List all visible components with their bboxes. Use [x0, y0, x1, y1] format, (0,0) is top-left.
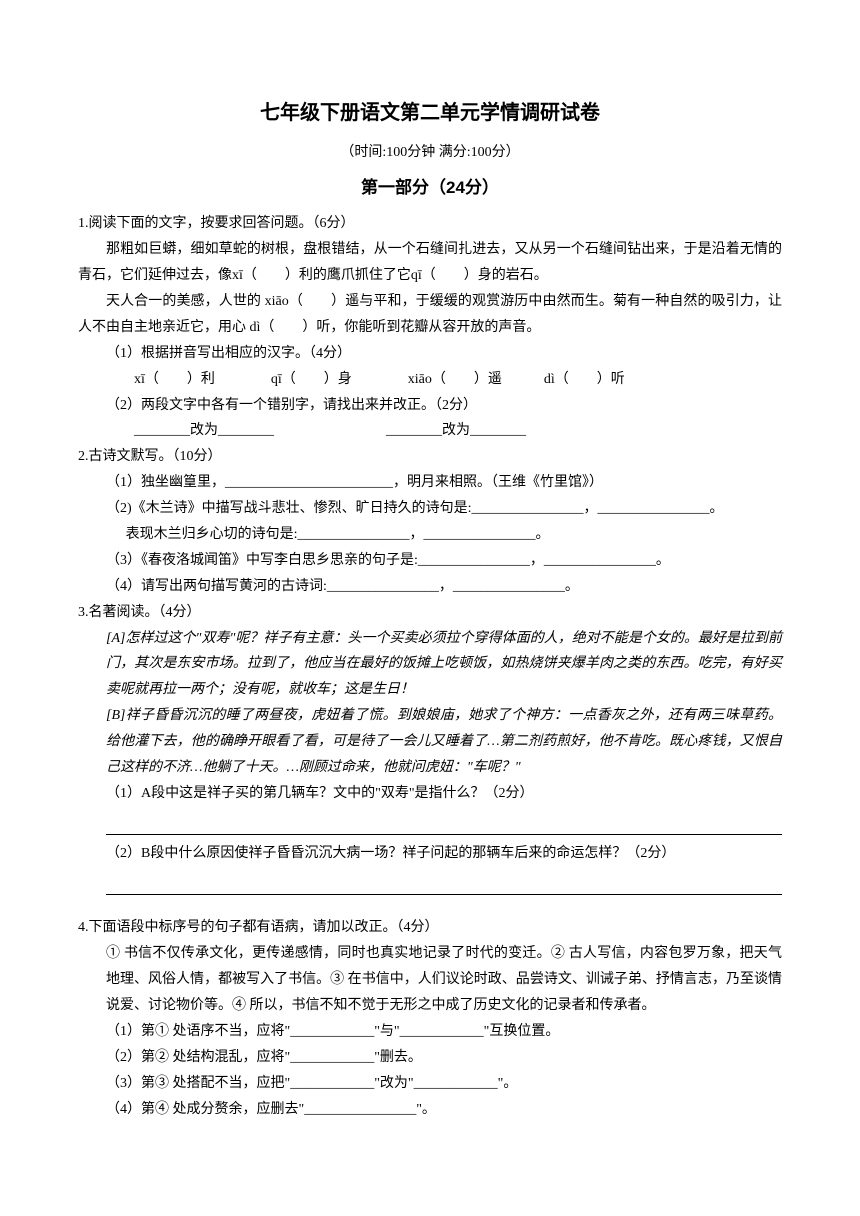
q2-s1: （1）独坐幽篁里，________________________，明月来相照。…: [78, 470, 782, 496]
q1-stem: 1.阅读下面的文字，按要求回答问题。（6分）: [78, 211, 782, 237]
q1-sub2: （2）两段文字中各有一个错别字，请找出来并改正。（2分）: [78, 393, 782, 419]
answer-line: [106, 873, 782, 895]
q2-s3: （3）《春夜洛城闻笛》中写李白思乡思亲的句子是:________________…: [78, 548, 782, 574]
spacer: [78, 901, 782, 915]
q1-paragraph-2: 天人合一的美感，人世的 xiāo（ ）遥与平和，于缓缓的观赏游历中由然而生。菊有…: [78, 289, 782, 341]
q1-paragraph-1: 那粗如巨蟒，细如草蛇的树根，盘根错结，从一个石缝间扎进去，又从另一个石缝间钻出来…: [78, 237, 782, 289]
q4-stem: 4.下面语段中标序号的句子都有语病，请加以改正。（4分）: [78, 915, 782, 941]
q1-blanks: xī（ ）利 qī（ ）身 xiāo（ ）遥 dì（ ）听: [78, 367, 782, 393]
answer-line: [106, 813, 782, 835]
q3-stem: 3.名著阅读。（4分）: [78, 600, 782, 626]
q4-s1: （1）第① 处语序不当，应将"____________"与"__________…: [78, 1019, 782, 1045]
q4-s3: （3）第③ 处搭配不当，应把"____________"改为"_________…: [78, 1071, 782, 1097]
q1-sub1: （1）根据拼音写出相应的汉字。（4分）: [78, 341, 782, 367]
q3-passage-b: [B]祥子昏昏沉沉的睡了两昼夜，虎妞着了慌。到娘娘庙，她求了个神方：一点香灰之外…: [78, 703, 782, 781]
q3-passage-a: [A]怎样过这个"双寿"呢？祥子有主意：头一个买卖必须拉个穿得体面的人，绝对不能…: [78, 626, 782, 704]
q1-correction: ________改为________ ________改为________: [78, 418, 782, 444]
q3-sub1: （1）A段中这是祥子买的第几辆车？文中的"双寿"是指什么？（2分）: [78, 781, 782, 807]
q3-sub2: （2）B段中什么原因使祥子昏昏沉沉大病一场？祥子问起的那辆车后来的命运怎样？（2…: [78, 841, 782, 867]
q4-s4: （4）第④ 处成分赘余，应删去"________________"。: [78, 1097, 782, 1123]
exam-title: 七年级下册语文第二单元学情调研试卷: [78, 95, 782, 132]
q2-s2b: 表现木兰归乡心切的诗句是:________________，__________…: [78, 522, 782, 548]
q4-passage: ① 书信不仅传承文化，更传递感情，同时也真实地记录了时代的变迁。② 古人写信，内…: [78, 941, 782, 1019]
exam-subtitle: （时间:100分钟 满分:100分）: [78, 140, 782, 166]
q2-stem: 2.古诗文默写。（10分）: [78, 444, 782, 470]
q2-s2a: （2)《木兰诗》中描写战斗悲壮、惨烈、旷日持久的诗句是:____________…: [78, 496, 782, 522]
section-1-heading: 第一部分（24分）: [78, 172, 782, 203]
q4-s2: （2）第② 处结构混乱，应将"____________"删去。: [78, 1045, 782, 1071]
q2-s4: （4）请写出两句描写黄河的古诗词:________________，______…: [78, 574, 782, 600]
